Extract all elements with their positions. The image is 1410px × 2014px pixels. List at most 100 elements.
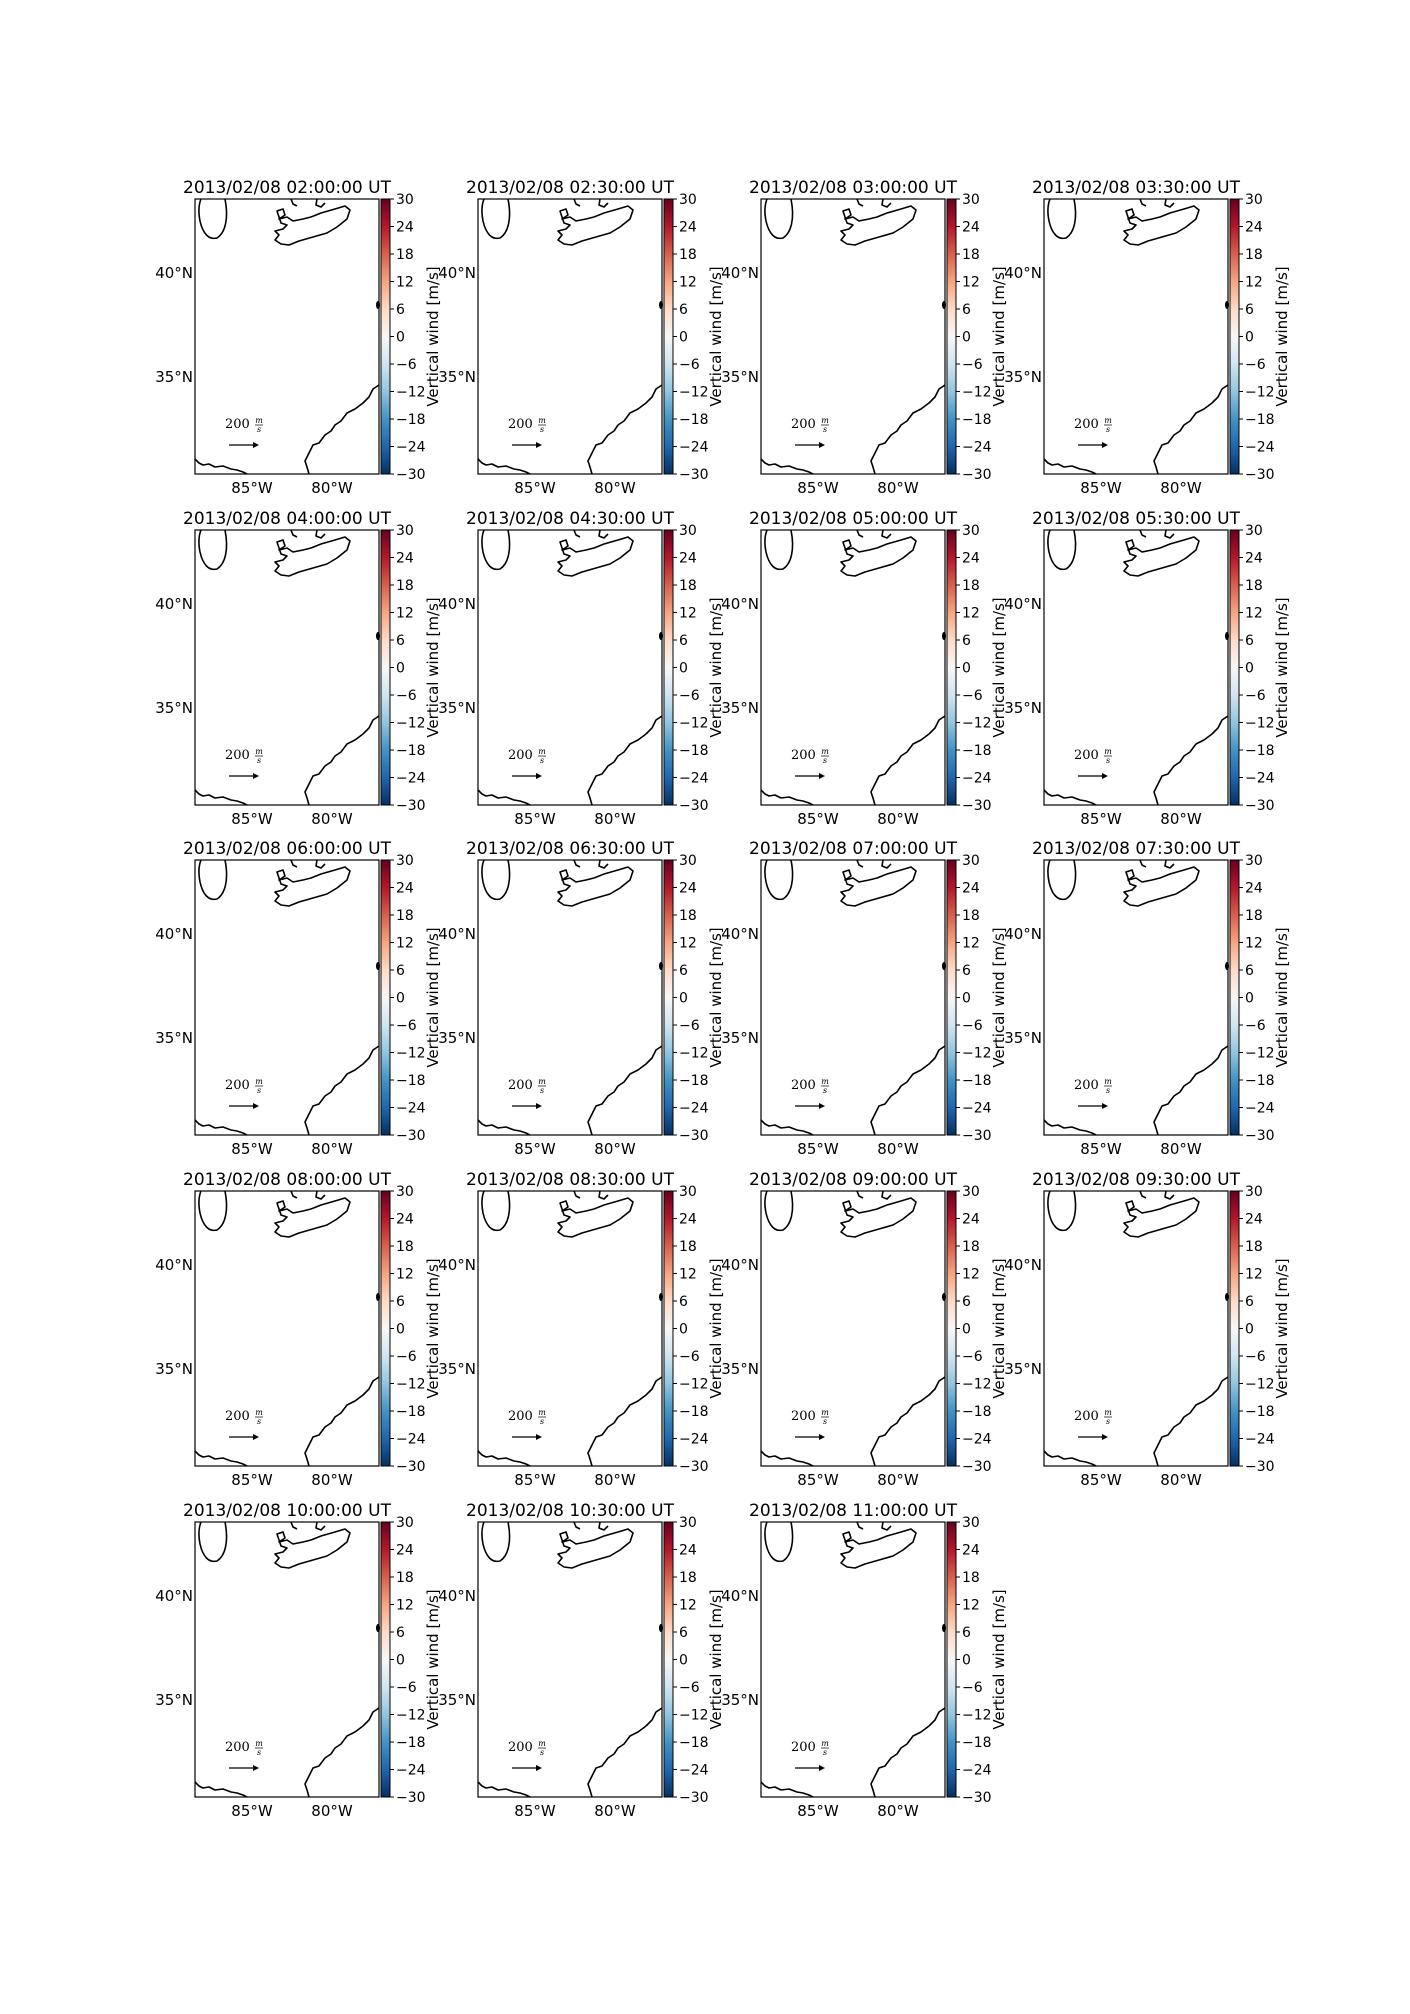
reference-vector: 200 ms (1074, 747, 1112, 779)
colorbar-tick-label: 12 (396, 1267, 414, 1283)
colorbar-tick-label: −6 (1245, 357, 1266, 373)
reference-vector-unit-den: s (540, 1417, 544, 1426)
colorbar-tick-label: 6 (679, 1625, 688, 1641)
reference-vector-value: 200 (791, 417, 816, 432)
panel-title: 2013/02/08 03:00:00 UT (749, 178, 958, 198)
panel-title: 2013/02/08 06:30:00 UT (466, 839, 675, 859)
map-frame (1043, 529, 1229, 806)
colorbar-tick-label: 30 (679, 1515, 697, 1531)
coastlines (760, 529, 946, 806)
map-panel: 2013/02/08 05:00:00 UT 40°N 35°N 85°W 80°W 20… (721, 509, 1008, 828)
panel-title: 2013/02/08 11:00:00 UT (749, 1501, 958, 1521)
colorbar-tick-label: −30 (396, 1790, 426, 1806)
reference-vector: 200 ms (508, 1077, 546, 1109)
map-panel: 2013/02/08 07:30:00 UT 40°N 35°N 85°W 80°W 20… (1004, 839, 1291, 1158)
panel-title: 2013/02/08 10:30:00 UT (466, 1501, 675, 1521)
colorbar: 30 24 18 12 6 0 −6 −12 −18 −24 −30 Vertical wind [m… (663, 523, 725, 814)
reference-vector-unit-den: s (540, 1086, 544, 1095)
panel-title: 2013/02/08 08:00:00 UT (183, 1170, 392, 1190)
colorbar: 30 24 18 12 6 0 −6 −12 −18 −24 −30 Vertical wind [m… (1229, 1184, 1291, 1475)
colorbar-label: Vertical wind [m/s] (990, 1589, 1008, 1729)
lon-label: 80°W (311, 1140, 353, 1158)
reference-vector-value: 200 (508, 748, 533, 763)
colorbar-tick-label: 18 (1245, 578, 1263, 594)
lon-label: 85°W (1080, 1140, 1122, 1158)
colorbar-tick-label: 30 (679, 853, 697, 869)
colorbar-tick-label: 30 (962, 1184, 980, 1200)
colorbar-tick-label: −18 (679, 412, 709, 428)
colorbar-tick-label: −18 (396, 1735, 426, 1751)
colorbar-tick-label: −24 (679, 771, 709, 787)
map-panel: 2013/02/08 04:30:00 UT 40°N 35°N 85°W 80°W 20… (438, 509, 725, 828)
colorbar: 30 24 18 12 6 0 −6 −12 −18 −24 −30 Vertical wind [m… (380, 853, 442, 1144)
colorbar-tick-label: −18 (1245, 1073, 1275, 1089)
lon-label: 85°W (231, 479, 273, 497)
lon-label: 80°W (594, 810, 636, 828)
colorbar-tick-label: 18 (396, 1570, 414, 1586)
coastlines (194, 1521, 380, 1798)
reference-vector: 200 ms (791, 416, 829, 448)
colorbar-tick-label: 24 (396, 220, 414, 236)
colorbar-tick-label: 24 (396, 1212, 414, 1228)
colorbar-tick-label: −30 (396, 1128, 426, 1144)
lat-label: 35°N (155, 368, 193, 386)
colorbar-tick-label: −6 (962, 357, 983, 373)
colorbar-tick-label: −6 (1245, 1018, 1266, 1034)
map-frame (760, 198, 946, 475)
colorbar-tick-label: 24 (679, 551, 697, 567)
lon-label: 85°W (514, 810, 556, 828)
colorbar-tick-label: 12 (1245, 936, 1263, 952)
coastlines (1043, 529, 1229, 806)
colorbar-tick-label: −24 (1245, 1101, 1275, 1117)
colorbar-tick-label: 0 (396, 661, 405, 677)
colorbar-tick-label: 18 (396, 908, 414, 924)
lon-label: 80°W (877, 479, 919, 497)
colorbar-tick-label: 6 (679, 633, 688, 649)
colorbar: 30 24 18 12 6 0 −6 −12 −18 −24 −30 Vertical wind [m… (380, 1515, 442, 1806)
colorbar-tick-label: 12 (679, 275, 697, 291)
colorbar-tick-label: 24 (962, 551, 980, 567)
lat-label: 35°N (721, 1360, 759, 1378)
map-panel: 2013/02/08 08:30:00 UT 40°N 35°N 85°W 80°W 20… (438, 1170, 725, 1489)
lat-label: 35°N (155, 699, 193, 717)
colorbar-tick-label: 24 (679, 220, 697, 236)
colorbar-tick-label: −6 (962, 688, 983, 704)
panel-title: 2013/02/08 05:30:00 UT (1032, 509, 1241, 529)
lat-label: 40°N (721, 264, 759, 282)
colorbar-tick-label: 6 (679, 963, 688, 979)
colorbar-label: Vertical wind [m/s] (424, 597, 442, 737)
colorbar-tick-label: −6 (396, 688, 417, 704)
colorbar-tick-label: 18 (962, 908, 980, 924)
map-panel: 2013/02/08 06:00:00 UT 40°N 35°N 85°W 80°W 20… (155, 839, 442, 1158)
colorbar-tick-label: −30 (962, 1790, 992, 1806)
colorbar-tick-label: 12 (962, 936, 980, 952)
panel-title: 2013/02/08 02:00:00 UT (183, 178, 392, 198)
colorbar-tick-label: 0 (962, 330, 971, 346)
reference-vector-value: 200 (1074, 417, 1099, 432)
reference-vector-unit-num: m (255, 1739, 263, 1748)
colorbar-tick-label: 18 (1245, 1239, 1263, 1255)
colorbar-tick-label: −12 (396, 1377, 426, 1393)
colorbar-label: Vertical wind [m/s] (990, 927, 1008, 1067)
colorbar-tick-label: −12 (396, 716, 426, 732)
map-panel: 2013/02/08 10:00:00 UT 40°N 35°N 85°W 80°W 20… (155, 1501, 442, 1820)
lon-label: 85°W (797, 1140, 839, 1158)
reference-vector-unit-den: s (823, 1417, 827, 1426)
colorbar-tick-label: −6 (679, 1680, 700, 1696)
panel-title: 2013/02/08 09:00:00 UT (749, 1170, 958, 1190)
reference-vector-value: 200 (1074, 1078, 1099, 1093)
colorbar-tick-label: 0 (962, 661, 971, 677)
reference-vector-value: 200 (508, 1078, 533, 1093)
colorbar-tick-label: −30 (396, 798, 426, 814)
coastlines (760, 859, 946, 1136)
lon-label: 80°W (877, 1802, 919, 1820)
colorbar-tick-label: 6 (679, 1294, 688, 1310)
reference-vector-unit-den: s (540, 425, 544, 434)
colorbar-tick-label: −12 (679, 1046, 709, 1062)
map-frame (760, 859, 946, 1136)
colorbar-tick-label: −18 (1245, 743, 1275, 759)
colorbar-tick-label: 6 (396, 1294, 405, 1310)
lat-label: 40°N (155, 1587, 193, 1605)
colorbar-tick-label: 6 (396, 302, 405, 318)
